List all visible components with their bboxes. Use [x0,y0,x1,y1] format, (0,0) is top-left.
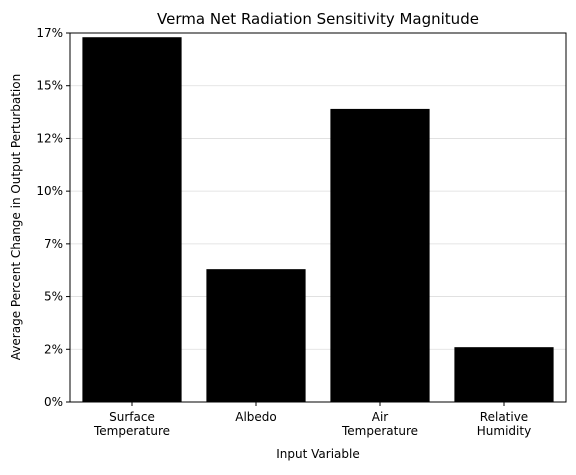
x-tick-label: Surface Temperature [93,410,170,438]
bar [454,347,554,402]
x-tick-label: Air Temperature [341,410,418,438]
bars [82,37,554,403]
bar [206,269,306,402]
bar [330,108,430,402]
bar [82,37,182,403]
x-axis: Surface Temperature Albedo Air Temperature Re… [93,402,531,438]
y-axis: 0% 2% 5% 7% 10% 12% 15% 17% [36,26,70,409]
y-axis-label: Average Percent Change in Output Perturb… [9,74,23,360]
y-tick-label: 5% [44,290,63,304]
y-tick-label: 17% [36,26,63,40]
x-tick-label: Albedo [235,410,277,424]
y-tick-label: 2% [44,342,63,356]
chart-title: Verma Net Radiation Sensitivity Magnitud… [157,10,479,28]
y-tick-label: 0% [44,395,63,409]
y-tick-label: 12% [36,131,63,145]
y-tick-label: 10% [36,184,63,198]
plot-frame [69,32,567,403]
y-tick-label: 7% [44,237,63,251]
y-tick-label: 15% [36,79,63,93]
x-axis-label: Input Variable [276,447,359,461]
x-tick-label: Relative Humidity [477,410,531,438]
